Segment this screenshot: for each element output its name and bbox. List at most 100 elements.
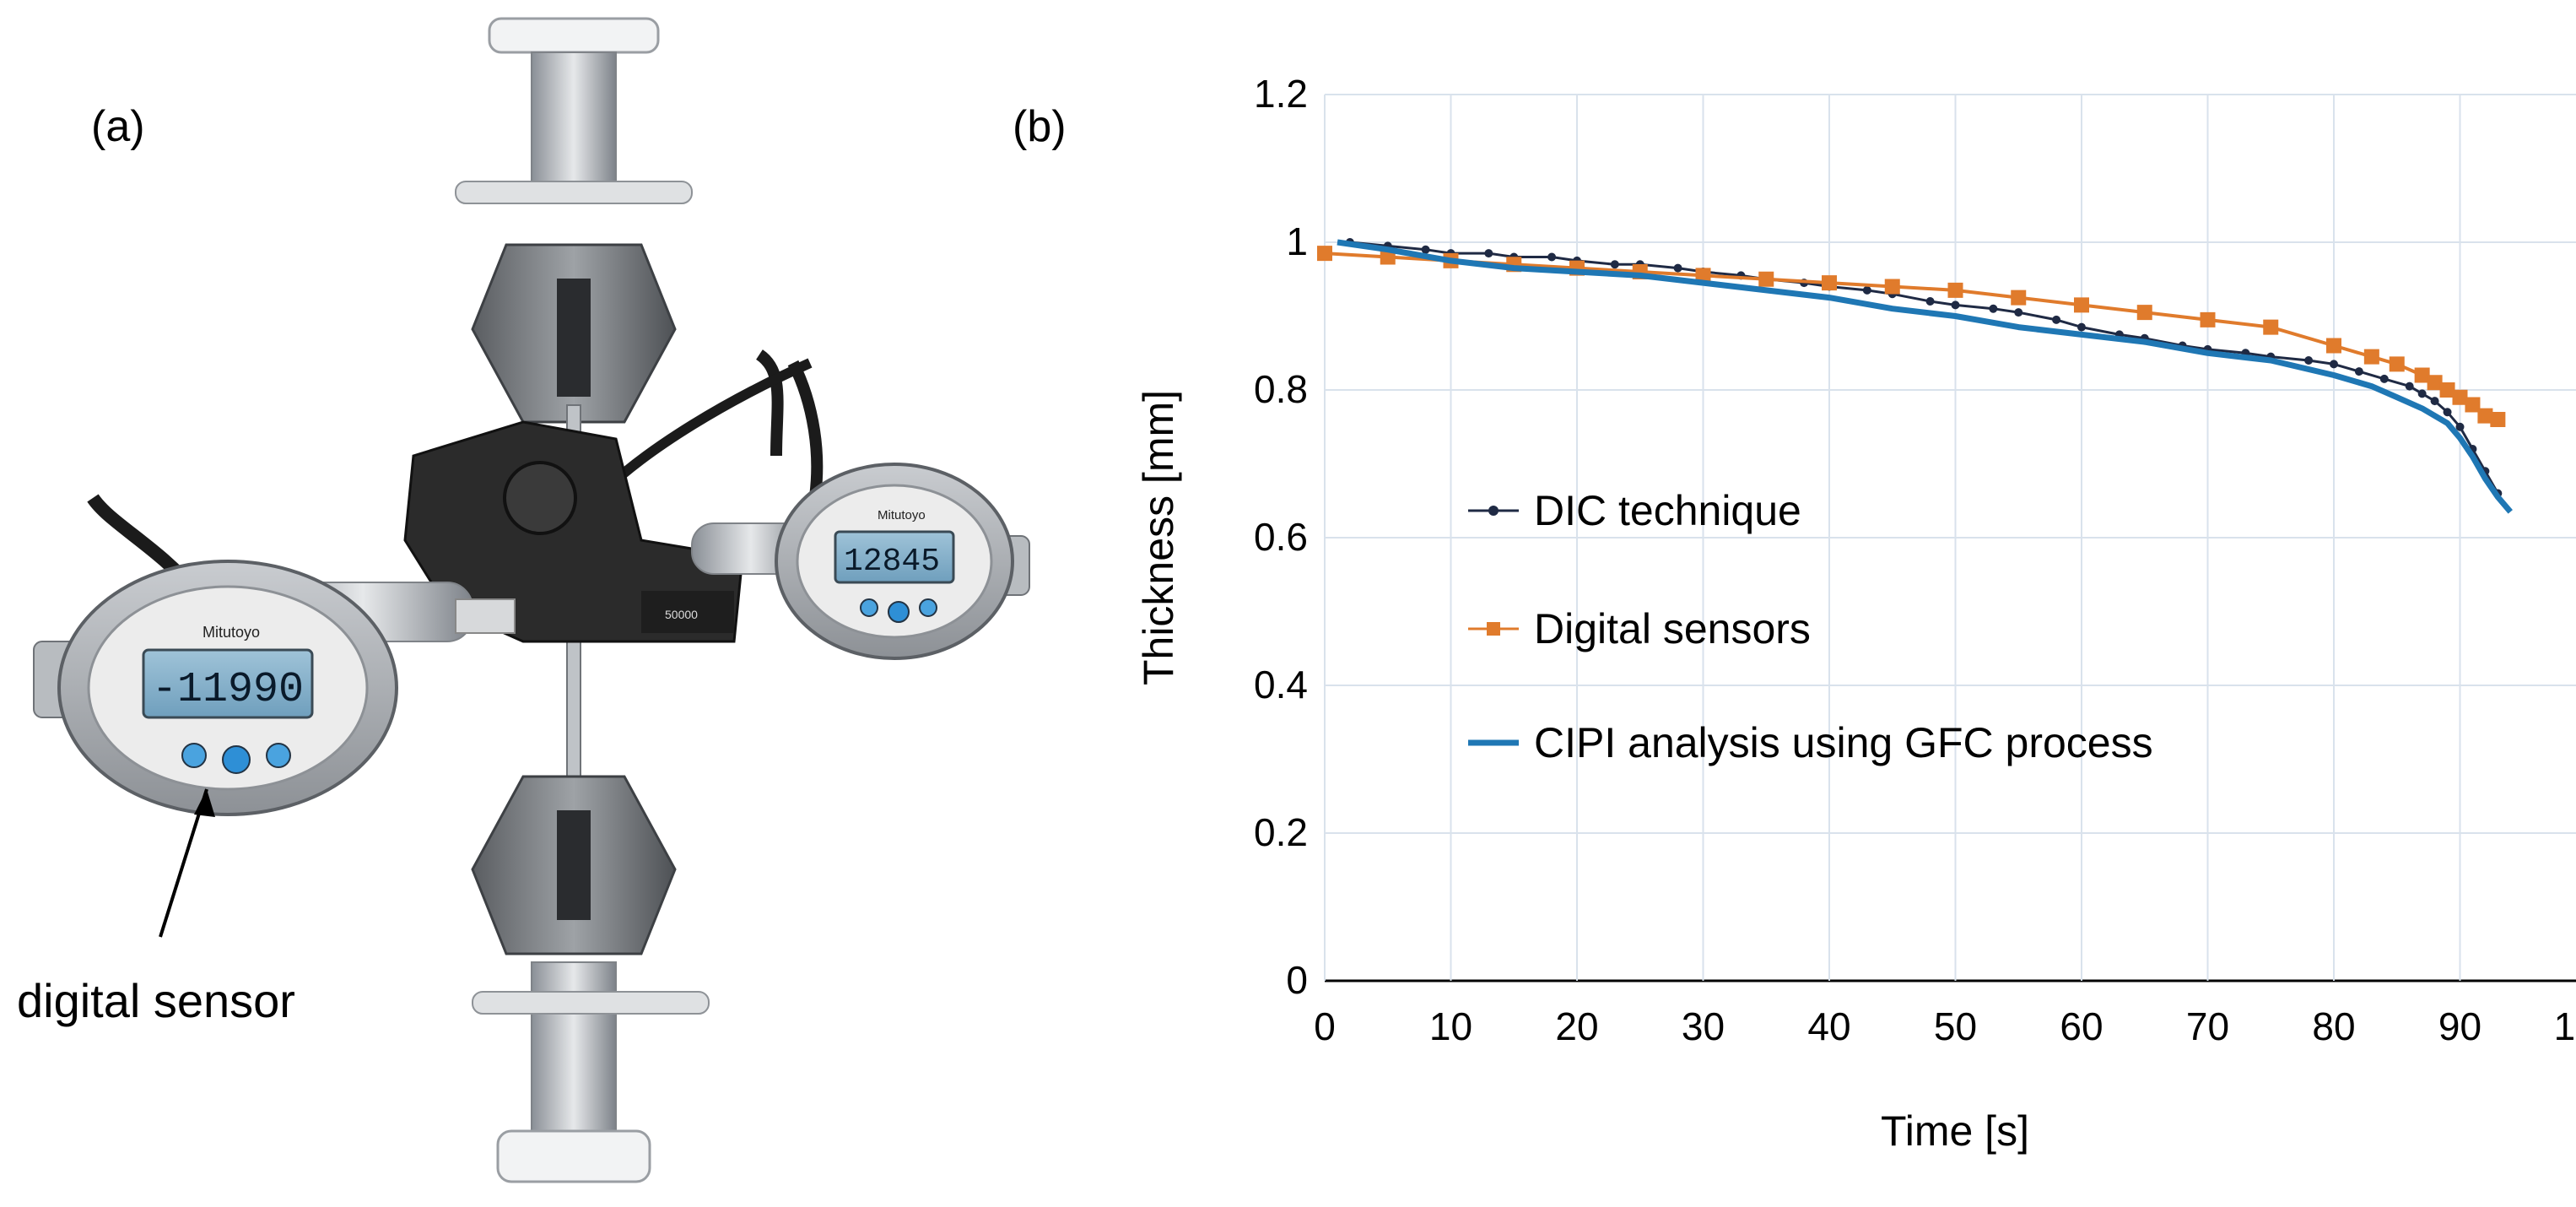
data-point-dic [1547,252,1557,262]
x-tick-label: 80 [2312,1004,2355,1048]
fixture-wheel [503,461,577,535]
data-point-dic [2405,382,2414,391]
x-tick-label: 0 [1314,1004,1336,1048]
y-tick-label: 0.8 [1254,367,1308,411]
data-point-sensors [2200,311,2216,327]
data-point-sensors [2263,319,2279,335]
x-tick-label: 70 [2186,1004,2229,1048]
legend-label-dic: DIC technique [1534,487,1801,534]
data-point-sensors [2439,382,2455,398]
data-point-dic [2052,315,2061,324]
data-point-sensors [2414,367,2430,383]
left-gauge-tip [455,598,516,634]
data-point-sensors [2363,349,2379,365]
chart-legend: DIC technique Digital sensors CIPI analy… [1468,487,2153,766]
right-dial-button-2 [888,601,910,623]
right-dial-reading: 12845 [844,544,940,580]
legend-marker-sensors [1487,622,1500,636]
x-tick-label: 60 [2060,1004,2103,1048]
bottom-cap [496,1129,651,1183]
y-tick-labels: 0 0.2 0.4 0.6 0.8 1 1.2 [1254,72,1308,1002]
x-tick-label: 20 [1555,1004,1598,1048]
bottom-handle [472,991,710,1015]
data-point-sensors [2465,397,2481,413]
right-cable-1 [755,349,784,457]
sensor-callout-arrowhead [194,789,215,817]
chart-grid [1324,94,2576,982]
y-tick-label: 0 [1286,958,1308,1002]
data-point-sensors [1884,279,1900,295]
bottom-shaft [531,961,617,1132]
right-dial-brand: Mitutoyo [878,508,926,522]
chart-series [1317,238,2513,514]
data-point-sensors [2477,408,2493,424]
data-point-sensors [2011,290,2027,306]
data-point-dic [1673,263,1682,273]
top-cap [488,17,660,54]
data-point-dic [2379,374,2389,383]
panel-a-label: (a) [91,102,145,151]
data-point-dic [1610,260,1619,269]
data-point-sensors [1947,282,1963,298]
legend-marker-dic [1488,506,1499,516]
x-tick-label: 40 [1807,1004,1850,1048]
data-point-dic [1484,249,1493,258]
x-tick-label: 100 [2554,1004,2576,1048]
data-point-sensors [2427,375,2443,391]
y-tick-label: 0.6 [1254,515,1308,559]
thickness-chart: 0 0.2 0.4 0.6 0.8 1 1.2 0 10 20 30 40 50 60 70 80 90 100… [1135,72,2576,1155]
data-point-sensors [1695,268,1711,284]
x-tick-label: 10 [1429,1004,1472,1048]
data-point-sensors [2136,305,2152,321]
sensor-callout-text: digital sensor [17,974,295,1027]
data-point-sensors [2452,389,2468,405]
left-dial-reading: -11990 [152,666,304,714]
data-point-sensors [2389,356,2405,372]
data-point-dic [1951,300,1960,310]
data-point-dic [1989,304,1998,313]
x-tick-label: 90 [2438,1004,2481,1048]
panel-b-label: (b) [1013,102,1067,151]
data-point-dic [2430,397,2439,406]
top-shaft [531,51,617,197]
legend-label-cipi: CIPI analysis using GFC process [1534,719,2153,766]
left-dial-brand: Mitutoyo [203,624,260,641]
data-point-dic [2014,308,2023,317]
fixture-label: 50000 [665,608,698,621]
top-handle [455,181,693,204]
left-dial-button-2 [222,745,251,774]
data-point-dic [2443,408,2452,417]
data-point-dic [2417,389,2427,398]
black-fixture [403,420,744,643]
left-dial-lcd [142,648,314,719]
x-axis-title: Time [s] [1881,1107,2029,1155]
data-point-sensors [2326,338,2341,354]
y-tick-label: 1.2 [1254,72,1308,116]
data-point-sensors [1822,275,1837,291]
y-tick-label: 0.4 [1254,663,1308,706]
series-line-cipi [1337,239,2513,514]
y-axis-title: Thickness [mm] [1135,390,1182,685]
top-grip-slot [557,279,591,397]
data-point-dic [2304,356,2314,365]
y-tick-label: 1 [1286,219,1308,263]
left-dial-button-1 [181,743,207,768]
bottom-grip-slot [557,810,591,920]
fixture-plate [641,591,734,633]
x-tick-label: 30 [1682,1004,1725,1048]
right-dial-button-1 [860,598,878,617]
data-point-dic [2455,422,2465,431]
data-point-dic [2330,360,2338,369]
data-point-sensors [2074,297,2089,313]
data-point-dic [2354,367,2363,376]
y-tick-label: 0.2 [1254,810,1308,854]
left-dial-button-3 [266,743,291,768]
x-tick-label: 50 [1934,1004,1977,1048]
data-point-dic [2077,322,2086,332]
data-point-sensors [2490,412,2506,427]
data-point-dic [1925,297,1935,306]
data-point-sensors [1317,246,1332,262]
data-point-dic [1862,285,1871,295]
data-point-sensors [1758,271,1774,287]
